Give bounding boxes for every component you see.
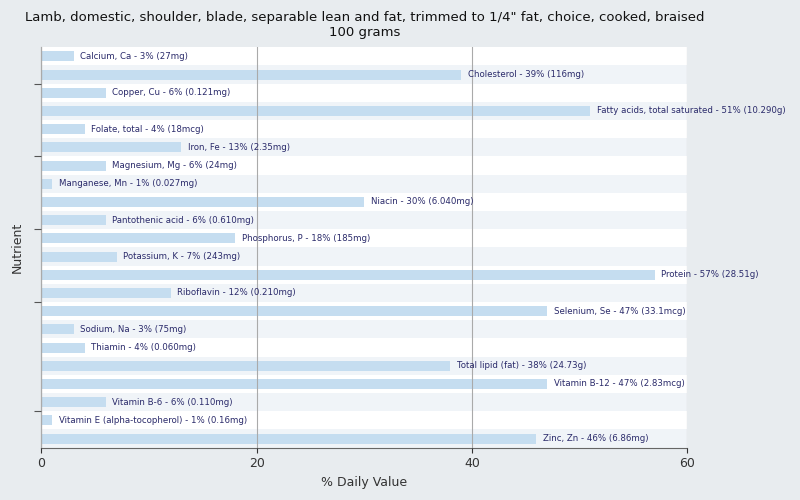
Bar: [42, 379, 547, 389]
Text: Selenium, Se - 47% (33.1mcg): Selenium, Se - 47% (33.1mcg): [554, 306, 686, 316]
Bar: [42, 356, 687, 375]
Bar: [42, 411, 687, 430]
Text: Manganese, Mn - 1% (0.027mg): Manganese, Mn - 1% (0.027mg): [58, 179, 197, 188]
Bar: [42, 270, 654, 280]
Text: Thiamin - 4% (0.060mg): Thiamin - 4% (0.060mg): [91, 343, 196, 352]
X-axis label: % Daily Value: % Daily Value: [322, 476, 407, 489]
Bar: [42, 215, 106, 225]
Bar: [42, 302, 687, 320]
Text: Calcium, Ca - 3% (27mg): Calcium, Ca - 3% (27mg): [80, 52, 188, 61]
Text: Iron, Fe - 13% (2.35mg): Iron, Fe - 13% (2.35mg): [188, 143, 290, 152]
Text: Zinc, Zn - 46% (6.86mg): Zinc, Zn - 46% (6.86mg): [543, 434, 648, 443]
Bar: [42, 324, 74, 334]
Bar: [42, 288, 170, 298]
Bar: [42, 106, 590, 116]
Text: Cholesterol - 39% (116mg): Cholesterol - 39% (116mg): [467, 70, 584, 79]
Text: Folate, total - 4% (18mcg): Folate, total - 4% (18mcg): [91, 124, 204, 134]
Bar: [42, 160, 106, 170]
Bar: [42, 342, 85, 352]
Bar: [42, 320, 687, 338]
Bar: [42, 338, 687, 356]
Bar: [42, 66, 687, 84]
Bar: [42, 430, 687, 448]
Text: Vitamin E (alpha-tocopherol) - 1% (0.16mg): Vitamin E (alpha-tocopherol) - 1% (0.16m…: [58, 416, 247, 425]
Bar: [42, 197, 364, 207]
Bar: [42, 102, 687, 120]
Bar: [42, 393, 687, 411]
Bar: [42, 84, 687, 102]
Bar: [42, 156, 687, 174]
Text: Vitamin B-12 - 47% (2.83mcg): Vitamin B-12 - 47% (2.83mcg): [554, 380, 684, 388]
Bar: [42, 174, 687, 193]
Bar: [42, 211, 687, 229]
Text: Pantothenic acid - 6% (0.610mg): Pantothenic acid - 6% (0.610mg): [113, 216, 254, 224]
Bar: [42, 360, 450, 370]
Bar: [42, 88, 106, 98]
Y-axis label: Nutrient: Nutrient: [11, 222, 24, 273]
Bar: [42, 234, 235, 243]
Text: Fatty acids, total saturated - 51% (10.290g): Fatty acids, total saturated - 51% (10.2…: [597, 106, 786, 116]
Bar: [42, 375, 687, 393]
Bar: [42, 252, 117, 262]
Text: Niacin - 30% (6.040mg): Niacin - 30% (6.040mg): [370, 198, 474, 206]
Text: Potassium, K - 7% (243mg): Potassium, K - 7% (243mg): [123, 252, 240, 261]
Bar: [42, 52, 74, 62]
Bar: [42, 138, 687, 156]
Text: Sodium, Na - 3% (75mg): Sodium, Na - 3% (75mg): [80, 325, 186, 334]
Text: Copper, Cu - 6% (0.121mg): Copper, Cu - 6% (0.121mg): [113, 88, 230, 97]
Bar: [42, 193, 687, 211]
Title: Lamb, domestic, shoulder, blade, separable lean and fat, trimmed to 1/4" fat, ch: Lamb, domestic, shoulder, blade, separab…: [25, 11, 704, 39]
Bar: [42, 70, 461, 80]
Bar: [42, 434, 537, 444]
Bar: [42, 120, 687, 138]
Bar: [42, 416, 52, 426]
Text: Riboflavin - 12% (0.210mg): Riboflavin - 12% (0.210mg): [177, 288, 296, 298]
Text: Magnesium, Mg - 6% (24mg): Magnesium, Mg - 6% (24mg): [113, 161, 238, 170]
Text: Phosphorus, P - 18% (185mg): Phosphorus, P - 18% (185mg): [242, 234, 370, 243]
Bar: [42, 284, 687, 302]
Text: Total lipid (fat) - 38% (24.73g): Total lipid (fat) - 38% (24.73g): [457, 361, 586, 370]
Bar: [42, 397, 106, 407]
Bar: [42, 248, 687, 266]
Bar: [42, 178, 52, 188]
Bar: [42, 142, 182, 152]
Bar: [42, 124, 85, 134]
Bar: [42, 47, 687, 66]
Bar: [42, 229, 687, 248]
Bar: [42, 306, 547, 316]
Text: Protein - 57% (28.51g): Protein - 57% (28.51g): [662, 270, 758, 279]
Text: Vitamin B-6 - 6% (0.110mg): Vitamin B-6 - 6% (0.110mg): [113, 398, 233, 406]
Bar: [42, 266, 687, 284]
